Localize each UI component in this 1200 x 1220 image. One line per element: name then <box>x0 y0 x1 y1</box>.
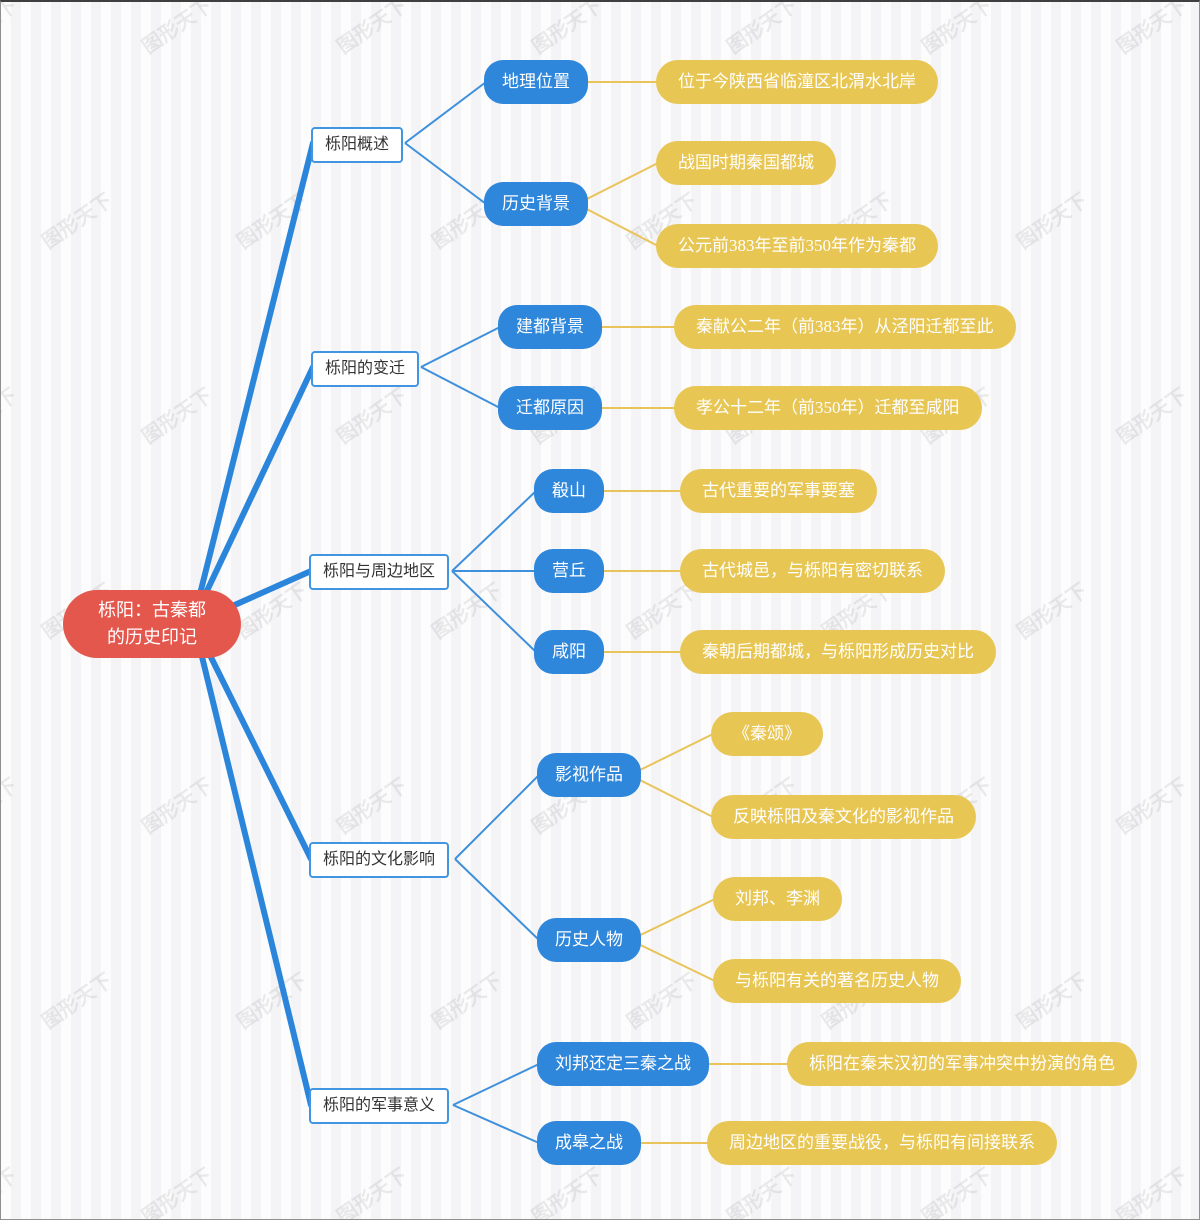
topic-xiaoshan[interactable]: 殽山 <box>534 469 604 513</box>
leaf-location[interactable]: 位于今陕西省临潼区北渭水北岸 <box>656 60 938 104</box>
topic-film-works[interactable]: 影视作品 <box>537 753 641 797</box>
leaf-relocation-detail[interactable]: 孝公十二年（前350年）迁都至咸阳 <box>674 386 982 430</box>
topic-chenggao-battle[interactable]: 成皋之战 <box>537 1121 641 1165</box>
connector-root-branch1 <box>193 140 316 613</box>
leaf-qin-late-capital[interactable]: 秦朝后期都城，与栎阳形成历史对比 <box>680 630 996 674</box>
connector-branch1-topic1 <box>404 81 487 144</box>
branch-military-significance[interactable]: 栎阳的军事意义 <box>309 1088 450 1124</box>
topic-geography[interactable]: 地理位置 <box>484 60 588 104</box>
branch-surrounding-areas[interactable]: 栎阳与周边地区 <box>309 554 450 590</box>
leaf-film-description[interactable]: 反映栎阳及秦文化的影视作品 <box>711 795 976 839</box>
connector-topic-leaf-10 <box>629 774 714 818</box>
topic-xianyang[interactable]: 咸阳 <box>534 630 604 674</box>
connector-branch3-topic3 <box>451 570 537 653</box>
root-label: 栎阳：古秦都的历史印记 <box>98 600 206 647</box>
leaf-capital-period[interactable]: 公元前383年至前350年作为秦都 <box>656 224 938 268</box>
leaf-battle-relation[interactable]: 周边地区的重要战役，与栎阳有间接联系 <box>707 1121 1057 1165</box>
connector-branch4-topic1 <box>454 774 540 860</box>
connector-root-branch2 <box>193 364 316 617</box>
topic-liubang-battle[interactable]: 刘邦还定三秦之战 <box>537 1042 709 1086</box>
leaf-military-role[interactable]: 栎阳在秦末汉初的军事冲突中扮演的角色 <box>787 1042 1137 1086</box>
branch-overview[interactable]: 栎阳概述 <box>311 127 404 163</box>
connector-topic-leaf-2 <box>576 162 659 205</box>
leaf-figures-description[interactable]: 与栎阳有关的著名历史人物 <box>713 959 961 1003</box>
branch-changes[interactable]: 栎阳的变迁 <box>311 351 420 387</box>
leaf-figures-names[interactable]: 刘邦、李渊 <box>713 877 842 921</box>
connector-branch1-topic2 <box>404 142 487 205</box>
connector-root-branch5 <box>193 629 314 1108</box>
topic-relocation-reason[interactable]: 迁都原因 <box>498 386 602 430</box>
connector-branch2-topic2 <box>420 366 501 409</box>
topic-historical-figures[interactable]: 历史人物 <box>537 918 641 962</box>
connector-topic-leaf-11 <box>629 898 716 941</box>
connector-topic-leaf-3 <box>576 203 659 247</box>
connector-branch3-topic1 <box>451 490 537 572</box>
topic-capital-founding[interactable]: 建都背景 <box>498 305 602 349</box>
leaf-warring-states[interactable]: 战国时期秦国都城 <box>656 141 836 185</box>
connector-topic-leaf-9 <box>629 733 714 776</box>
leaf-fortress[interactable]: 古代重要的军事要塞 <box>680 469 877 513</box>
connector-topic-leaf-12 <box>629 939 716 982</box>
branch-cultural-impact[interactable]: 栎阳的文化影响 <box>309 842 450 878</box>
connector-branch5-topic1 <box>452 1063 540 1106</box>
connector-root-branch4 <box>193 624 314 862</box>
leaf-qinsong-film[interactable]: 《秦颂》 <box>711 712 823 756</box>
connector-branch4-topic2 <box>454 858 540 941</box>
leaf-founding-detail[interactable]: 秦献公二年（前383年）从泾阳迁都至此 <box>674 305 1016 349</box>
topic-yingqiu[interactable]: 营丘 <box>534 549 604 593</box>
topic-history-background[interactable]: 历史背景 <box>484 182 588 226</box>
connector-branch5-topic2 <box>452 1104 540 1144</box>
leaf-ancient-city[interactable]: 古代城邑，与栎阳有密切联系 <box>680 549 945 593</box>
connector-branch2-topic1 <box>420 326 501 368</box>
root-node[interactable]: 栎阳：古秦都的历史印记 <box>63 590 241 658</box>
